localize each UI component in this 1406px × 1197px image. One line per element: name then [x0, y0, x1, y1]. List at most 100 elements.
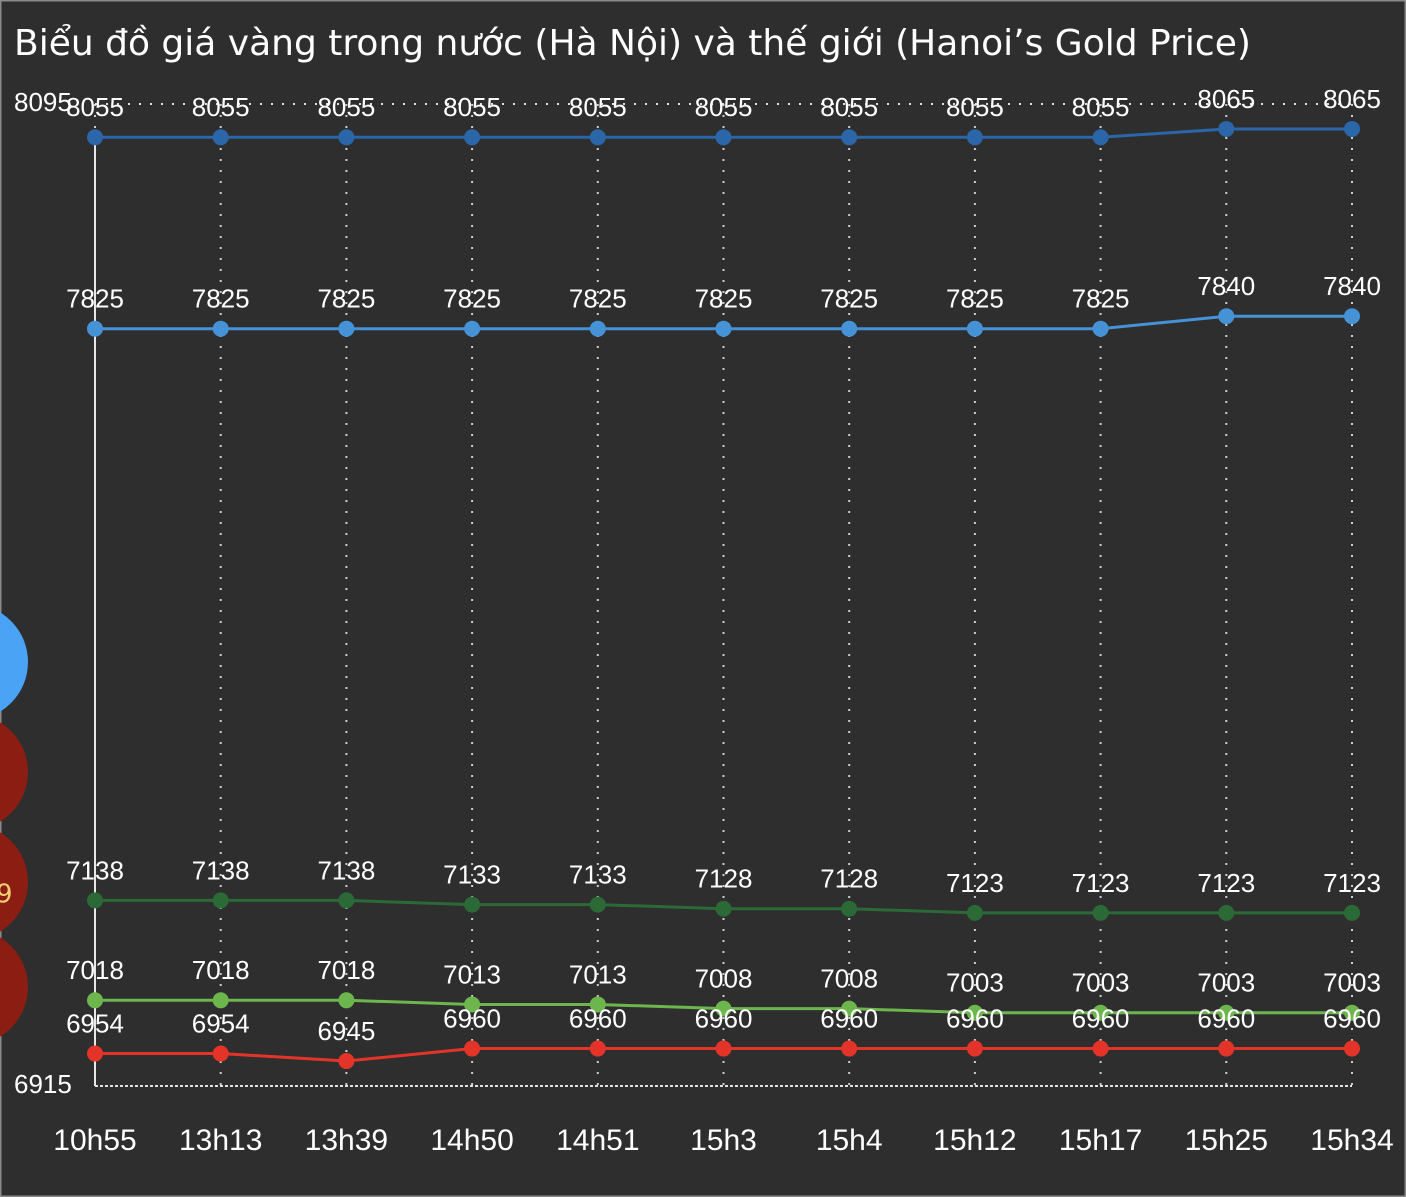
data-point: [212, 992, 229, 1009]
data-point: [715, 320, 732, 337]
data-point: [1092, 1040, 1109, 1057]
data-point: [715, 1040, 732, 1057]
data-label: 6960: [1197, 1003, 1255, 1033]
data-label: 6954: [192, 1008, 250, 1038]
data-point: [1344, 1004, 1360, 1021]
data-point: [1092, 320, 1109, 337]
data-point: [1344, 904, 1360, 921]
data-label: 7138: [66, 855, 124, 885]
data-label: 8055: [66, 92, 124, 122]
data-point: [841, 1040, 858, 1057]
side-badge[interactable]: [0, 714, 28, 830]
data-point: [841, 129, 858, 146]
data-label: 7123: [1197, 868, 1255, 898]
data-point: [715, 129, 732, 146]
data-point: [715, 1000, 732, 1017]
data-label: 7003: [1197, 968, 1255, 998]
data-label: 8055: [1072, 92, 1130, 122]
data-label: 7018: [66, 955, 124, 985]
data-point: [87, 129, 103, 146]
data-point: [338, 992, 355, 1009]
data-label: 7138: [317, 855, 375, 885]
data-point: [966, 904, 983, 921]
data-point: [589, 129, 606, 146]
data-label: 8055: [443, 92, 501, 122]
data-point: [464, 129, 481, 146]
x-tick-label: 14h50: [430, 1124, 513, 1157]
x-tick-label: 10h55: [53, 1124, 136, 1157]
data-label: 6960: [1323, 1003, 1381, 1033]
data-point: [1092, 904, 1109, 921]
data-point: [589, 896, 606, 913]
data-label: 6960: [569, 1003, 627, 1033]
side-badge[interactable]: [0, 929, 28, 1045]
data-label: 7825: [946, 284, 1004, 314]
x-tick-label: 13h39: [305, 1124, 388, 1157]
data-point: [841, 1000, 858, 1017]
data-label: 8055: [820, 92, 878, 122]
data-point: [966, 129, 983, 146]
data-label: 8065: [1323, 84, 1381, 114]
data-point: [338, 129, 355, 146]
data-point: [966, 320, 983, 337]
data-label: 7825: [443, 284, 501, 314]
data-point: [87, 992, 103, 1009]
data-point: [212, 892, 229, 909]
data-point: [338, 892, 355, 909]
x-tick-label: 15h3: [690, 1124, 757, 1157]
data-label: 8065: [1197, 84, 1255, 114]
data-label: 7133: [443, 859, 501, 889]
data-point: [1092, 1004, 1109, 1021]
x-tick-label: 15h4: [816, 1124, 883, 1157]
data-point: [1218, 308, 1235, 325]
data-label: 8055: [317, 92, 375, 122]
data-label: 8055: [569, 92, 627, 122]
data-point: [87, 1045, 103, 1062]
data-label: 7008: [820, 963, 878, 993]
data-label: 7128: [820, 864, 878, 894]
data-point: [338, 1053, 355, 1070]
chart-title: Biểu đồ giá vàng trong nước (Hà Nội) và …: [14, 23, 1251, 64]
data-point: [1344, 308, 1360, 325]
data-point: [464, 1040, 481, 1057]
data-point: [338, 320, 355, 337]
data-label: 7840: [1323, 271, 1381, 301]
data-label: 7133: [569, 859, 627, 889]
data-label: 7128: [695, 864, 753, 894]
data-label: 7018: [192, 955, 250, 985]
data-label: 7840: [1197, 271, 1255, 301]
data-label: 7825: [66, 284, 124, 314]
data-point: [212, 1045, 229, 1062]
data-label: 7123: [1323, 868, 1381, 898]
side-badge-text: 9: [0, 880, 13, 910]
data-point: [87, 320, 103, 337]
data-label: 6960: [1072, 1003, 1130, 1033]
data-label: 7825: [695, 284, 753, 314]
data-label: 8055: [192, 92, 250, 122]
data-point: [841, 900, 858, 917]
x-tick-label: 13h13: [179, 1124, 262, 1157]
x-tick-label: 14h51: [556, 1124, 639, 1157]
data-point: [212, 320, 229, 337]
data-label: 7013: [569, 959, 627, 989]
y-tick-label: 6915: [14, 1069, 72, 1099]
data-point: [464, 996, 481, 1013]
data-label: 7003: [946, 968, 1004, 998]
y-tick-label: 8095: [14, 87, 72, 117]
data-label: 6960: [695, 1003, 753, 1033]
data-label: 7825: [1072, 284, 1130, 314]
data-point: [589, 1040, 606, 1057]
side-badge[interactable]: [0, 824, 28, 940]
data-point: [966, 1004, 983, 1021]
data-label: 7003: [1072, 968, 1130, 998]
x-tick-label: 15h25: [1185, 1124, 1268, 1157]
data-label: 8055: [946, 92, 1004, 122]
data-label: 7825: [820, 284, 878, 314]
data-label: 7003: [1323, 968, 1381, 998]
data-label: 7018: [317, 955, 375, 985]
data-point: [1344, 1040, 1360, 1057]
side-badge[interactable]: [0, 604, 28, 720]
data-point: [464, 896, 481, 913]
